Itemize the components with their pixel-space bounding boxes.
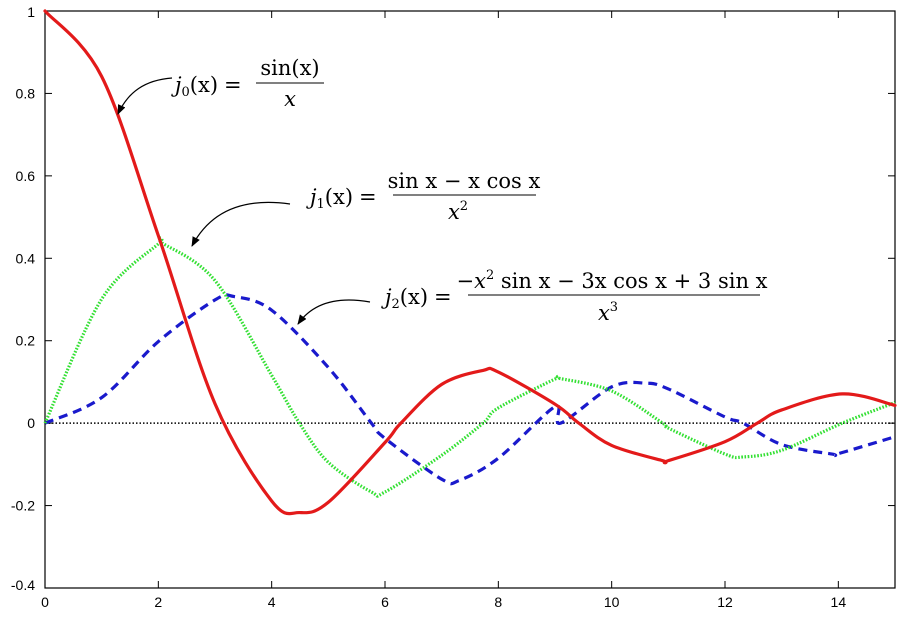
x-tick-label: 2 bbox=[154, 594, 162, 610]
y-tick-label: 0.8 bbox=[16, 85, 36, 101]
y-tick-label: 0 bbox=[27, 415, 35, 431]
y-tick-label: 0.4 bbox=[16, 250, 36, 266]
annotation-j2-numerator: −x2 sin x − 3x cos x + 3 sin x bbox=[457, 268, 768, 293]
x-tick-label: 10 bbox=[604, 594, 620, 610]
y-tick-label: -0.4 bbox=[11, 577, 35, 593]
x-tick-label: 4 bbox=[268, 594, 276, 610]
annotation-j2-lhs: j2(x) = bbox=[381, 285, 452, 312]
annotation-j0-numerator: sin(x) bbox=[260, 56, 319, 80]
x-tick-label: 14 bbox=[831, 594, 847, 610]
annotation-j1-lhs: j1(x) = bbox=[306, 185, 377, 212]
y-tick-label: 0.2 bbox=[16, 333, 36, 349]
annotation-j0-lhs: j0(x) = bbox=[171, 73, 242, 100]
series-line-j0 bbox=[43, 9, 897, 516]
annotation-j0-arrow bbox=[117, 77, 173, 115]
x-tick-label: 12 bbox=[717, 594, 733, 610]
y-tick-label: -0.2 bbox=[11, 498, 35, 514]
y-tick-label: 1 bbox=[27, 4, 35, 20]
series-group bbox=[43, 9, 897, 516]
x-tick-label: 8 bbox=[494, 594, 502, 610]
annotation-j1-denominator: x2 bbox=[448, 199, 468, 224]
annotation-j2-denominator: x3 bbox=[598, 300, 618, 325]
annotation-j1-arrow bbox=[191, 201, 291, 247]
annotation-j2: j2(x) = −x2 sin x − 3x cos x + 3 sin x x3 bbox=[297, 268, 768, 325]
annotation-j1: j1(x) = sin x − x cos x x2 bbox=[191, 169, 541, 247]
annotation-j1-numerator: sin x − x cos x bbox=[388, 169, 541, 193]
annotation-j0: j0(x) = sin(x) x bbox=[117, 56, 324, 115]
x-axis-ticks: 0 2 4 6 8 10 12 14 bbox=[41, 11, 846, 610]
series-line-j1 bbox=[43, 236, 896, 498]
x-tick-label: 0 bbox=[41, 594, 49, 610]
y-tick-label: 0.6 bbox=[16, 168, 36, 184]
axes bbox=[44, 10, 896, 589]
annotation-j2-arrow bbox=[297, 299, 371, 325]
plot-frame bbox=[44, 10, 896, 589]
annotation-j0-denominator: x bbox=[284, 87, 296, 111]
y-axis-ticks: -0.4 -0.2 0 0.2 0.4 0.6 0.8 1 bbox=[11, 4, 895, 593]
x-tick-label: 6 bbox=[381, 594, 389, 610]
